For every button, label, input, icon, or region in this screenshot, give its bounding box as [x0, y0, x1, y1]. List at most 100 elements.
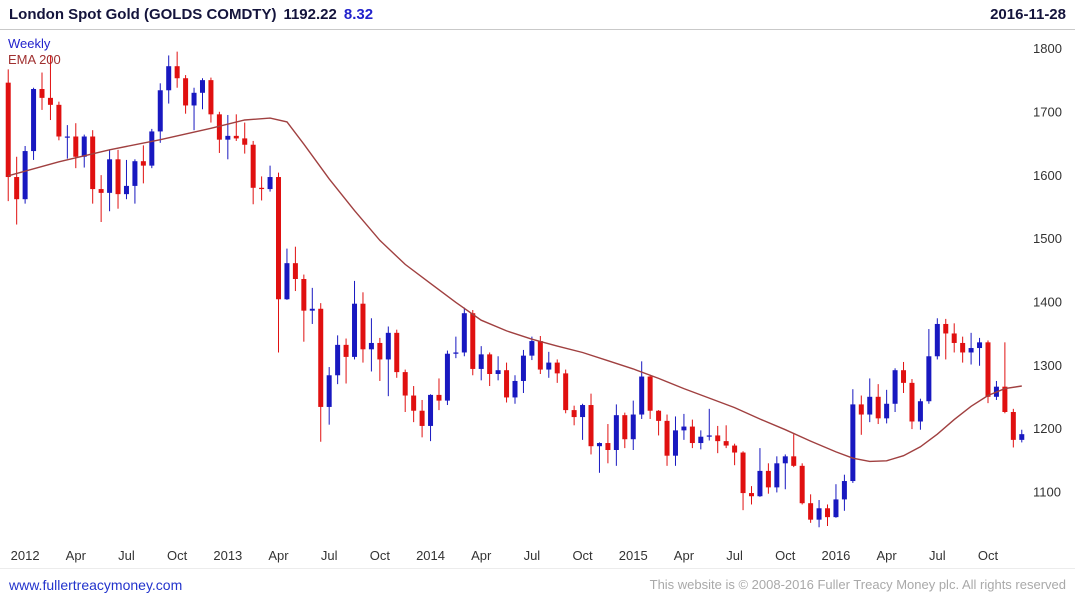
- candle-body-down: [301, 279, 307, 311]
- candle-body-down: [647, 376, 653, 411]
- chart-title-group: London Spot Gold (GOLDS COMDTY) 1192.22 …: [9, 6, 373, 23]
- candle-body-up: [1019, 434, 1025, 440]
- x-axis-tick-label: Oct: [978, 548, 999, 563]
- candle-body-up: [580, 405, 586, 418]
- candle-body-up: [596, 443, 602, 447]
- candle-body-up: [309, 308, 315, 311]
- candle-body-up: [132, 161, 138, 186]
- candle-body-down: [504, 370, 510, 398]
- candle-body-up: [926, 356, 932, 402]
- candle-body-up: [326, 375, 332, 407]
- candle-body-up: [968, 348, 974, 353]
- candle-body-down: [470, 313, 476, 369]
- candle-body-up: [22, 151, 28, 200]
- x-axis-tick-label: Apr: [877, 548, 898, 563]
- candle-body-up: [166, 66, 172, 91]
- candle-body-down: [14, 177, 20, 200]
- candle-body-down: [233, 135, 239, 139]
- page-footer: www.fullertreacymoney.com This website i…: [0, 568, 1075, 600]
- candle-body-up: [81, 136, 87, 157]
- y-axis-tick-label: 1600: [1033, 168, 1062, 183]
- candle-body-up: [782, 456, 788, 464]
- candle-body-down: [73, 136, 79, 157]
- candle-body-down: [5, 82, 11, 178]
- candle-body-up: [107, 159, 113, 193]
- candle-body-up: [630, 414, 636, 440]
- candle-body-down: [951, 333, 957, 343]
- candle-body-up: [368, 342, 374, 350]
- candle-body-up: [157, 90, 163, 132]
- chart-area: Weekly EMA 200 1100 1200 1300 1400 1500 1600 1…: [0, 30, 1075, 565]
- candle-body-down: [825, 508, 831, 518]
- candle-body-up: [512, 380, 518, 398]
- candle-body-up: [639, 376, 645, 415]
- candle-body-down: [791, 456, 797, 466]
- y-axis-tick-label: 1400: [1033, 294, 1062, 309]
- candle-body-down: [140, 161, 146, 166]
- y-axis-tick-label: 1700: [1033, 104, 1062, 119]
- candle-body-up: [529, 341, 535, 356]
- chart-date: 2016-11-28: [990, 6, 1066, 23]
- candle-body-up: [444, 353, 450, 401]
- candle-body-up: [352, 303, 358, 357]
- y-axis-tick-label: 1800: [1033, 41, 1062, 56]
- candle-body-down: [664, 420, 670, 456]
- candle-body-up: [284, 263, 290, 300]
- x-axis-tick-label: Jul: [929, 548, 946, 563]
- site-link[interactable]: www.fullertreacymoney.com: [9, 576, 183, 593]
- candle-body-up: [225, 135, 231, 140]
- candle-body-up: [672, 430, 678, 456]
- candle-body-down: [402, 372, 408, 396]
- candle-body-down: [242, 138, 248, 145]
- candle-body-down: [808, 503, 814, 520]
- candle-body-down: [1010, 412, 1016, 440]
- candle-body-down: [723, 441, 729, 446]
- candle-body-down: [394, 332, 400, 373]
- candle-body-up: [453, 352, 459, 354]
- x-axis-tick-label: Oct: [370, 548, 391, 563]
- x-axis-tick-label: Apr: [674, 548, 695, 563]
- last-price: 1192.22: [283, 6, 337, 23]
- x-axis-tick-label: Apr: [471, 548, 492, 563]
- y-axis-tick-label: 1300: [1033, 358, 1062, 373]
- candle-body-down: [563, 373, 569, 411]
- candle-body-up: [267, 177, 273, 190]
- candle-body-down: [571, 410, 577, 418]
- candle-body-up: [64, 136, 70, 138]
- candle-body-up: [841, 481, 847, 500]
- candle-body-down: [250, 144, 256, 188]
- x-axis-tick-label: 2015: [619, 548, 648, 563]
- candle-body-down: [47, 97, 53, 105]
- candle-body-up: [681, 426, 687, 431]
- candle-body-up: [199, 80, 205, 93]
- candle-body-down: [292, 263, 298, 279]
- candle-body-up: [867, 396, 873, 415]
- x-axis-tick-label: Apr: [268, 548, 289, 563]
- candle-body-down: [56, 104, 62, 137]
- x-axis-tick-label: Oct: [167, 548, 188, 563]
- candle-body-down: [90, 136, 96, 190]
- candle-body-down: [360, 303, 366, 350]
- candle-body-down: [765, 470, 771, 488]
- candle-body-down: [605, 443, 611, 450]
- candle-body-down: [1002, 386, 1008, 412]
- x-axis-tick-label: 2014: [416, 548, 445, 563]
- candle-body-down: [98, 189, 104, 193]
- candle-body-up: [149, 131, 155, 166]
- candle-body-down: [985, 342, 991, 397]
- candle-body-down: [689, 426, 695, 444]
- candle-body-up: [520, 355, 526, 381]
- candle-body-up: [31, 89, 37, 152]
- instrument-title: London Spot Gold (GOLDS COMDTY): [9, 6, 277, 23]
- candle-body-up: [385, 332, 391, 360]
- x-axis-tick-label: Jul: [524, 548, 541, 563]
- copyright-text: This website is © 2008-2016 Fuller Treac…: [649, 577, 1066, 592]
- ema-legend-label: EMA 200: [8, 52, 61, 67]
- candle-body-down: [656, 410, 662, 421]
- candle-body-down: [554, 362, 560, 374]
- candle-body-down: [875, 396, 881, 419]
- candle-body-down: [740, 452, 746, 494]
- candle-body-down: [39, 89, 45, 98]
- chart-header: London Spot Gold (GOLDS COMDTY) 1192.22 …: [0, 0, 1075, 30]
- candle-body-down: [732, 445, 738, 453]
